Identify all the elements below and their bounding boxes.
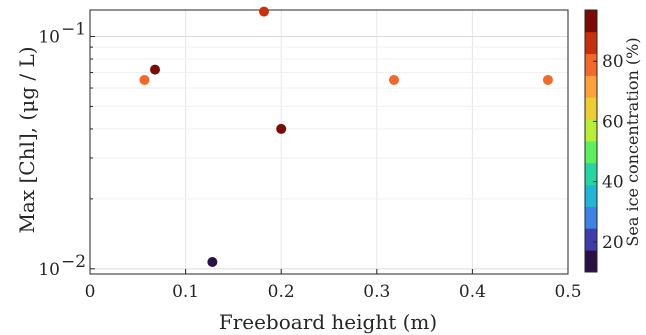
colorbar-segment (585, 141, 597, 164)
colorbar-segment (585, 10, 597, 33)
x-tick-label: 0.4 (459, 282, 486, 302)
x-tick-label: 0.3 (363, 282, 390, 302)
colorbar-segment (585, 162, 597, 186)
data-point (258, 6, 269, 17)
data-point (276, 123, 287, 134)
grid-lines (89, 10, 569, 274)
colorbar-segment (585, 206, 597, 229)
colorbar-segment (585, 97, 597, 120)
x-axis-label: Freeboard height (m) (219, 310, 437, 334)
colorbar-segment (585, 184, 597, 207)
colorbar-segment (585, 119, 597, 142)
plot-frame (89, 9, 569, 275)
colorbar-tick-label: 20 (602, 233, 624, 253)
data-point (207, 256, 218, 267)
y-tick-label: 10 (38, 260, 60, 280)
y-tick-label: 10 (38, 27, 60, 47)
data-point (389, 74, 400, 85)
x-tick-label: 0 (85, 282, 96, 302)
colorbar: 20 40 60 80 (584, 9, 624, 273)
x-tick-label: 0.2 (268, 282, 295, 302)
x-tick-label: 0.1 (172, 282, 199, 302)
data-points (139, 6, 553, 267)
colorbar-segment (585, 228, 597, 251)
colorbar-tick-label: 60 (602, 112, 624, 132)
x-tick-label: 0.5 (554, 282, 581, 302)
colorbar-segment (585, 53, 597, 76)
y-tick-exponent: −2 (61, 252, 86, 272)
data-point (150, 64, 161, 75)
colorbar-segment (585, 250, 597, 273)
colorbar-frame (584, 9, 598, 273)
colorbar-tick-label: 80 (602, 52, 624, 72)
data-point (139, 74, 150, 85)
data-point (542, 74, 553, 85)
y-tick-exponent: −1 (61, 19, 86, 39)
colorbar-segment (585, 31, 597, 55)
colorbar-label: Sea ice concentration (%) (623, 37, 642, 246)
colorbar-tick-label: 40 (602, 173, 624, 193)
colorbar-segment (585, 75, 597, 98)
y-axis-label: Max [Chl], (μg / L) (15, 46, 39, 233)
axis-ticks: 0 0.1 0.2 0.3 0.4 0.510−210−1 (38, 19, 581, 302)
